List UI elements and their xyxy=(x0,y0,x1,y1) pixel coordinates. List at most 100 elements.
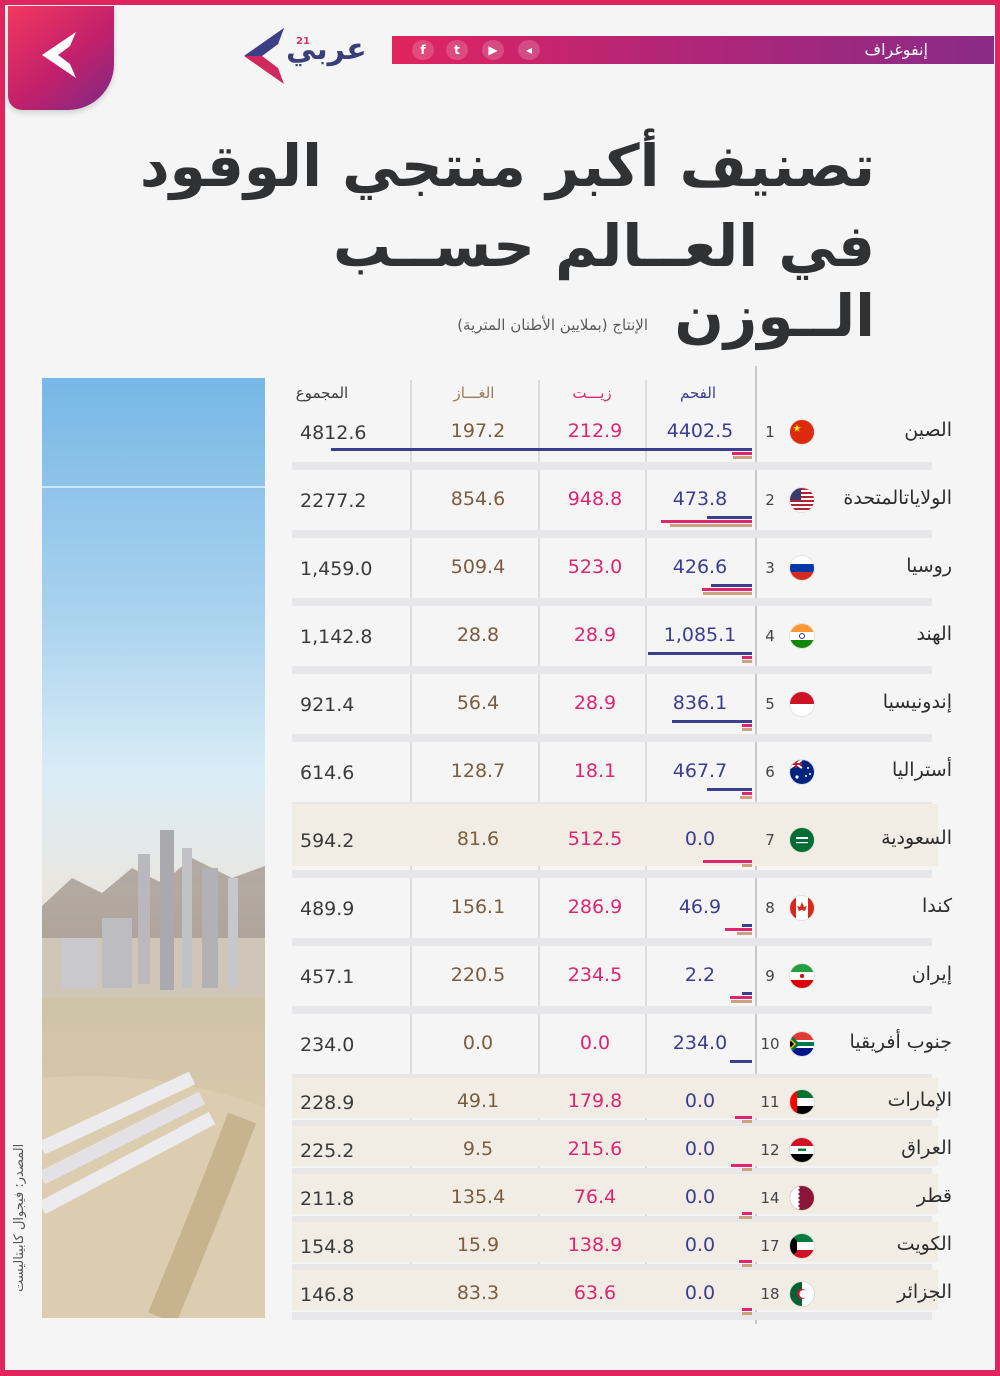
country-name: العراق xyxy=(901,1137,952,1159)
total-value: 489.9 xyxy=(300,898,355,920)
total-bar xyxy=(693,786,752,789)
coal-value: 836.1 xyxy=(672,692,728,714)
oil-bar xyxy=(742,792,752,795)
coal-bar xyxy=(707,788,752,791)
total-bar xyxy=(294,446,752,449)
country-name: إيران xyxy=(911,963,952,985)
oil-bar xyxy=(702,588,752,591)
gas-bar xyxy=(742,660,752,663)
row-separator xyxy=(292,530,932,538)
gas-bar xyxy=(730,1000,752,1003)
header-oil: زيـــت xyxy=(572,384,612,402)
oil-bar xyxy=(729,996,752,999)
coal-value: 0.0 xyxy=(684,1282,716,1304)
flag-canada-icon xyxy=(790,896,814,920)
flag-southafrica-icon xyxy=(790,1032,814,1056)
gas-value: 854.6 xyxy=(450,488,506,510)
gas-value: 9.5 xyxy=(462,1138,494,1160)
oil-bar xyxy=(742,656,752,659)
rank-number: 3 xyxy=(765,559,775,577)
flag-usa-icon xyxy=(790,488,814,512)
total-value: 154.8 xyxy=(300,1236,355,1258)
total-value: 2277.2 xyxy=(300,490,367,512)
total-value: 594.2 xyxy=(300,830,355,852)
facebook-icon[interactable]: f xyxy=(412,40,434,60)
header-gas: الغـــاز xyxy=(453,384,495,402)
flag-india-icon xyxy=(790,624,814,648)
total-bar xyxy=(708,990,752,993)
flag-iraq-icon xyxy=(790,1138,814,1162)
oil-value: 76.4 xyxy=(573,1186,617,1208)
twitter-icon[interactable]: t xyxy=(446,40,468,60)
flag-indonesia-icon xyxy=(790,692,814,716)
section-label: إنفوغراف xyxy=(864,40,928,59)
oil-bar xyxy=(742,724,752,727)
brand-name: عربي xyxy=(286,32,367,67)
country-name: جنوب أفريقيا xyxy=(849,1031,953,1053)
gas-bar xyxy=(739,1216,752,1219)
oil-value: 523.0 xyxy=(567,556,623,578)
coal-value: 0.0 xyxy=(684,1090,716,1112)
flag-iran-icon xyxy=(790,964,814,988)
flag-uae-icon xyxy=(790,1090,814,1114)
row-separator xyxy=(292,1312,932,1320)
rank-number: 17 xyxy=(760,1237,780,1255)
oil-bar xyxy=(724,928,752,931)
gas-bar xyxy=(742,1264,752,1267)
oil-value: 179.8 xyxy=(567,1090,623,1112)
flag-china-icon xyxy=(790,420,814,444)
title-line-2: في العــالم حســب الــوزن xyxy=(333,212,875,350)
arabi21-mark-icon xyxy=(42,32,76,78)
row-separator xyxy=(292,734,932,742)
total-value: 1,142.8 xyxy=(300,626,373,648)
total-bar xyxy=(737,1254,752,1257)
gas-value: 135.4 xyxy=(450,1186,506,1208)
coal-bar xyxy=(672,720,752,723)
total-value: 228.9 xyxy=(300,1092,355,1114)
flag-australia-icon xyxy=(790,760,814,784)
country-name: الجزائر xyxy=(897,1281,952,1303)
oil-bar xyxy=(738,1260,752,1263)
youtube-icon[interactable]: ▶ xyxy=(482,40,504,60)
rank-number: 14 xyxy=(760,1189,780,1207)
flag-qatar-icon xyxy=(790,1186,814,1210)
title-line-1: تصنيف أكبر منتجي الوقود xyxy=(139,132,875,200)
row-separator xyxy=(292,598,932,606)
oil-bar xyxy=(661,520,752,523)
gas-bar xyxy=(670,524,752,527)
rank-number: 6 xyxy=(765,763,775,781)
row-highlight xyxy=(292,1174,938,1214)
rank-number: 9 xyxy=(765,967,775,985)
coal-value: 0.0 xyxy=(684,1186,716,1208)
header-coal: الفحم xyxy=(680,384,716,402)
total-bar xyxy=(738,1302,752,1305)
oil-value: 28.9 xyxy=(573,692,617,714)
coal-bar xyxy=(711,584,752,587)
coal-bar xyxy=(648,652,752,655)
gas-value: 0.0 xyxy=(462,1032,494,1054)
oil-value: 212.9 xyxy=(567,420,623,442)
gas-bar xyxy=(742,1168,752,1171)
coal-value: 2.2 xyxy=(684,964,716,986)
oil-value: 28.9 xyxy=(573,624,617,646)
rank-number: 11 xyxy=(760,1093,780,1111)
flag-saudi-icon xyxy=(790,828,814,852)
rank-number: 8 xyxy=(765,899,775,917)
coal-bar xyxy=(331,448,752,451)
gas-value: 56.4 xyxy=(456,692,500,714)
oil-value: 0.0 xyxy=(579,1032,611,1054)
brand-superscript: 21 xyxy=(296,36,310,47)
oil-value: 215.6 xyxy=(567,1138,623,1160)
row-separator xyxy=(292,462,932,470)
oil-bar xyxy=(731,1164,752,1167)
row-separator xyxy=(292,938,932,946)
arabi21-icon[interactable]: ◂ xyxy=(518,40,540,60)
oil-bar xyxy=(703,860,752,863)
row-highlight xyxy=(292,1270,938,1310)
chart-subtitle: الإنتاج (بملايين الأطنان المترية) xyxy=(457,316,648,334)
coal-value: 426.6 xyxy=(672,556,728,578)
rank-number: 4 xyxy=(765,627,775,645)
oil-bar xyxy=(731,452,752,455)
gas-bar xyxy=(742,1120,752,1123)
oil-value: 138.9 xyxy=(567,1234,623,1256)
